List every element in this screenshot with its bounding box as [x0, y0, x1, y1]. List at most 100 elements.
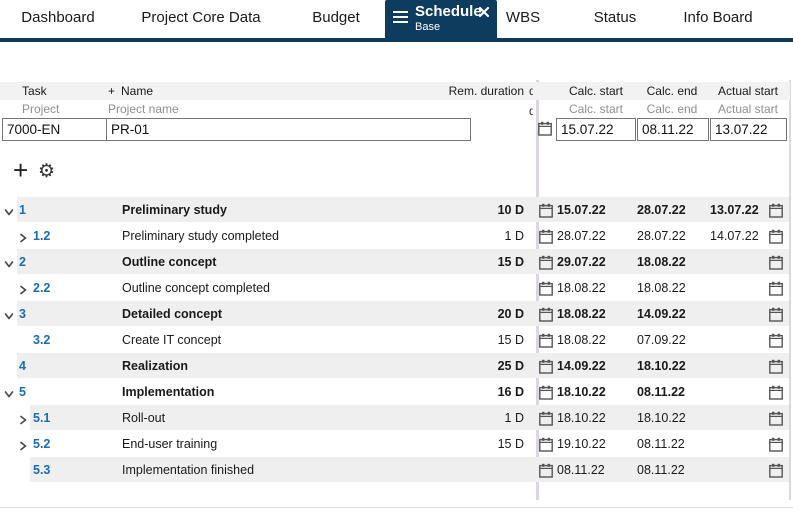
calendar-icon[interactable]	[539, 281, 553, 296]
task-name[interactable]: Detailed concept	[122, 307, 223, 321]
table-row[interactable]: 5 Implementation 16 D 18.10.22 08.11.22	[0, 379, 793, 405]
table-row[interactable]: 5.3 Implementation finished 08.11.22 08.…	[0, 457, 793, 483]
filter-label-row: Project Project name d Calc. start Calc.…	[0, 102, 790, 118]
task-number-link[interactable]: 1	[19, 203, 26, 217]
tab-dashboard[interactable]: Dashboard	[21, 9, 95, 26]
calendar-icon[interactable]	[539, 333, 553, 348]
filter-label-actual-start: Actual start	[717, 102, 779, 116]
column-calc-start[interactable]: Calc. start	[568, 84, 623, 98]
calendar-icon[interactable]	[539, 229, 553, 244]
task-number-link[interactable]: 2	[19, 255, 26, 269]
column-task[interactable]: Task	[22, 84, 47, 98]
calendar-icon[interactable]	[769, 437, 783, 452]
tab-bar: Dashboard Project Core Data Budget WBS S…	[0, 0, 793, 38]
add-task-button[interactable]: +	[13, 155, 29, 185]
calendar-icon[interactable]	[769, 229, 783, 244]
calendar-icon[interactable]	[769, 359, 783, 374]
close-tab-icon[interactable]	[478, 5, 490, 18]
filter-label-calc-start: Calc. start	[568, 102, 623, 116]
calendar-icon[interactable]	[769, 255, 783, 270]
table-row[interactable]: 3.2 Create IT concept 15 D 18.08.22 07.0…	[0, 327, 793, 353]
task-number-link[interactable]: 2.2	[33, 281, 51, 295]
task-name[interactable]: Preliminary study	[122, 203, 227, 217]
pane-splitter[interactable]	[536, 80, 539, 500]
tab-status[interactable]: Status	[593, 9, 637, 26]
task-name[interactable]: Preliminary study completed	[122, 229, 280, 243]
tab-project-core-data[interactable]: Project Core Data	[141, 9, 261, 26]
calendar-icon[interactable]	[769, 411, 783, 426]
calendar-icon[interactable]	[538, 121, 552, 136]
table-row[interactable]: 5.2 End-user training 15 D 19.10.22 08.1…	[0, 431, 793, 457]
task-number-link[interactable]: 5.2	[33, 437, 51, 451]
column-rem-duration[interactable]: Rem. duration	[448, 84, 524, 98]
task-name[interactable]: Implementation	[122, 385, 215, 399]
tab-schedule-active[interactable]: Schedule Base	[385, 0, 497, 38]
column-actual-start[interactable]: Actual start	[717, 84, 779, 98]
calc-start-input[interactable]	[556, 118, 636, 141]
task-number-link[interactable]: 3	[19, 307, 26, 321]
expand-chevron-icon[interactable]	[4, 206, 14, 216]
task-name[interactable]: End-user training	[122, 437, 218, 451]
expand-chevron-icon[interactable]	[4, 388, 14, 398]
task-name[interactable]: Implementation finished	[122, 463, 255, 477]
task-name[interactable]: Create IT concept	[122, 333, 222, 347]
task-number-link[interactable]: 5	[19, 385, 26, 399]
expand-chevron-icon[interactable]	[18, 414, 28, 424]
calendar-icon[interactable]	[539, 255, 553, 270]
expand-chevron-icon[interactable]	[18, 284, 28, 294]
row-stripe	[17, 249, 789, 274]
calendar-icon[interactable]	[769, 307, 783, 322]
calendar-icon[interactable]	[539, 203, 553, 218]
expand-chevron-icon[interactable]	[4, 258, 14, 268]
task-name[interactable]: Roll-out	[122, 411, 166, 425]
expand-chevron-icon[interactable]	[18, 232, 28, 242]
tab-budget[interactable]: Budget	[312, 9, 360, 26]
calendar-icon[interactable]	[539, 385, 553, 400]
add-column-plus-icon[interactable]: +	[108, 84, 116, 98]
tab-info-board[interactable]: Info Board	[683, 9, 753, 26]
calendar-icon[interactable]	[769, 281, 783, 296]
expand-chevron-icon[interactable]	[4, 310, 14, 320]
task-number-link[interactable]: 5.3	[33, 463, 51, 477]
project-name-input[interactable]	[106, 118, 471, 141]
calendar-icon[interactable]	[539, 437, 553, 452]
table-row[interactable]: 1 Preliminary study 10 D 15.07.22 28.07.…	[0, 197, 793, 223]
table-row[interactable]: 3 Detailed concept 20 D 18.08.22 14.09.2…	[0, 301, 793, 327]
task-name[interactable]: Realization	[122, 359, 188, 373]
gear-icon[interactable]: ⚙	[38, 161, 56, 182]
table-row[interactable]: 2 Outline concept 15 D 29.07.22 18.08.22	[0, 249, 793, 275]
calendar-icon[interactable]	[539, 463, 553, 478]
task-calc-start: 19.10.22	[557, 437, 606, 451]
calendar-icon[interactable]	[769, 385, 783, 400]
task-name[interactable]: Outline concept completed	[122, 281, 271, 295]
expand-chevron-icon[interactable]	[18, 440, 28, 450]
calendar-icon[interactable]	[769, 333, 783, 348]
calendar-icon[interactable]	[539, 307, 553, 322]
task-name[interactable]: Outline concept	[122, 255, 217, 269]
calendar-icon[interactable]	[769, 463, 783, 478]
row-stripe	[17, 197, 789, 222]
table-row[interactable]: 4 Realization 25 D 14.09.22 18.10.22	[0, 353, 793, 379]
actual-start-input[interactable]	[710, 118, 787, 141]
project-id-input[interactable]	[2, 118, 107, 141]
table-row[interactable]: 1.2 Preliminary study completed 1 D 28.0…	[0, 223, 793, 249]
task-number-link[interactable]: 1.2	[33, 229, 51, 243]
hamburger-menu-icon[interactable]	[393, 11, 408, 24]
right-pane-splitter[interactable]	[789, 80, 791, 500]
task-number-link[interactable]: 5.1	[33, 411, 51, 425]
task-number-link[interactable]: 4	[19, 359, 26, 373]
table-row[interactable]: 2.2 Outline concept completed 18.08.22 1…	[0, 275, 793, 301]
tab-wbs[interactable]: WBS	[505, 9, 541, 26]
column-calc-end[interactable]: Calc. end	[646, 84, 698, 98]
task-number-link[interactable]: 3.2	[33, 333, 51, 347]
calc-end-input[interactable]	[637, 118, 709, 141]
task-rem-duration: 20 D	[497, 307, 524, 321]
table-row[interactable]: 5.1 Roll-out 1 D 18.10.22 18.10.22	[0, 405, 793, 431]
calendar-icon[interactable]	[539, 411, 553, 426]
calendar-icon[interactable]	[769, 203, 783, 218]
active-tab-sublabel: Base	[415, 21, 441, 33]
calendar-icon[interactable]	[539, 359, 553, 374]
column-name[interactable]: Name	[121, 84, 154, 98]
task-actual-start: 14.07.22	[710, 229, 759, 243]
task-calc-start: 18.10.22	[557, 411, 606, 425]
